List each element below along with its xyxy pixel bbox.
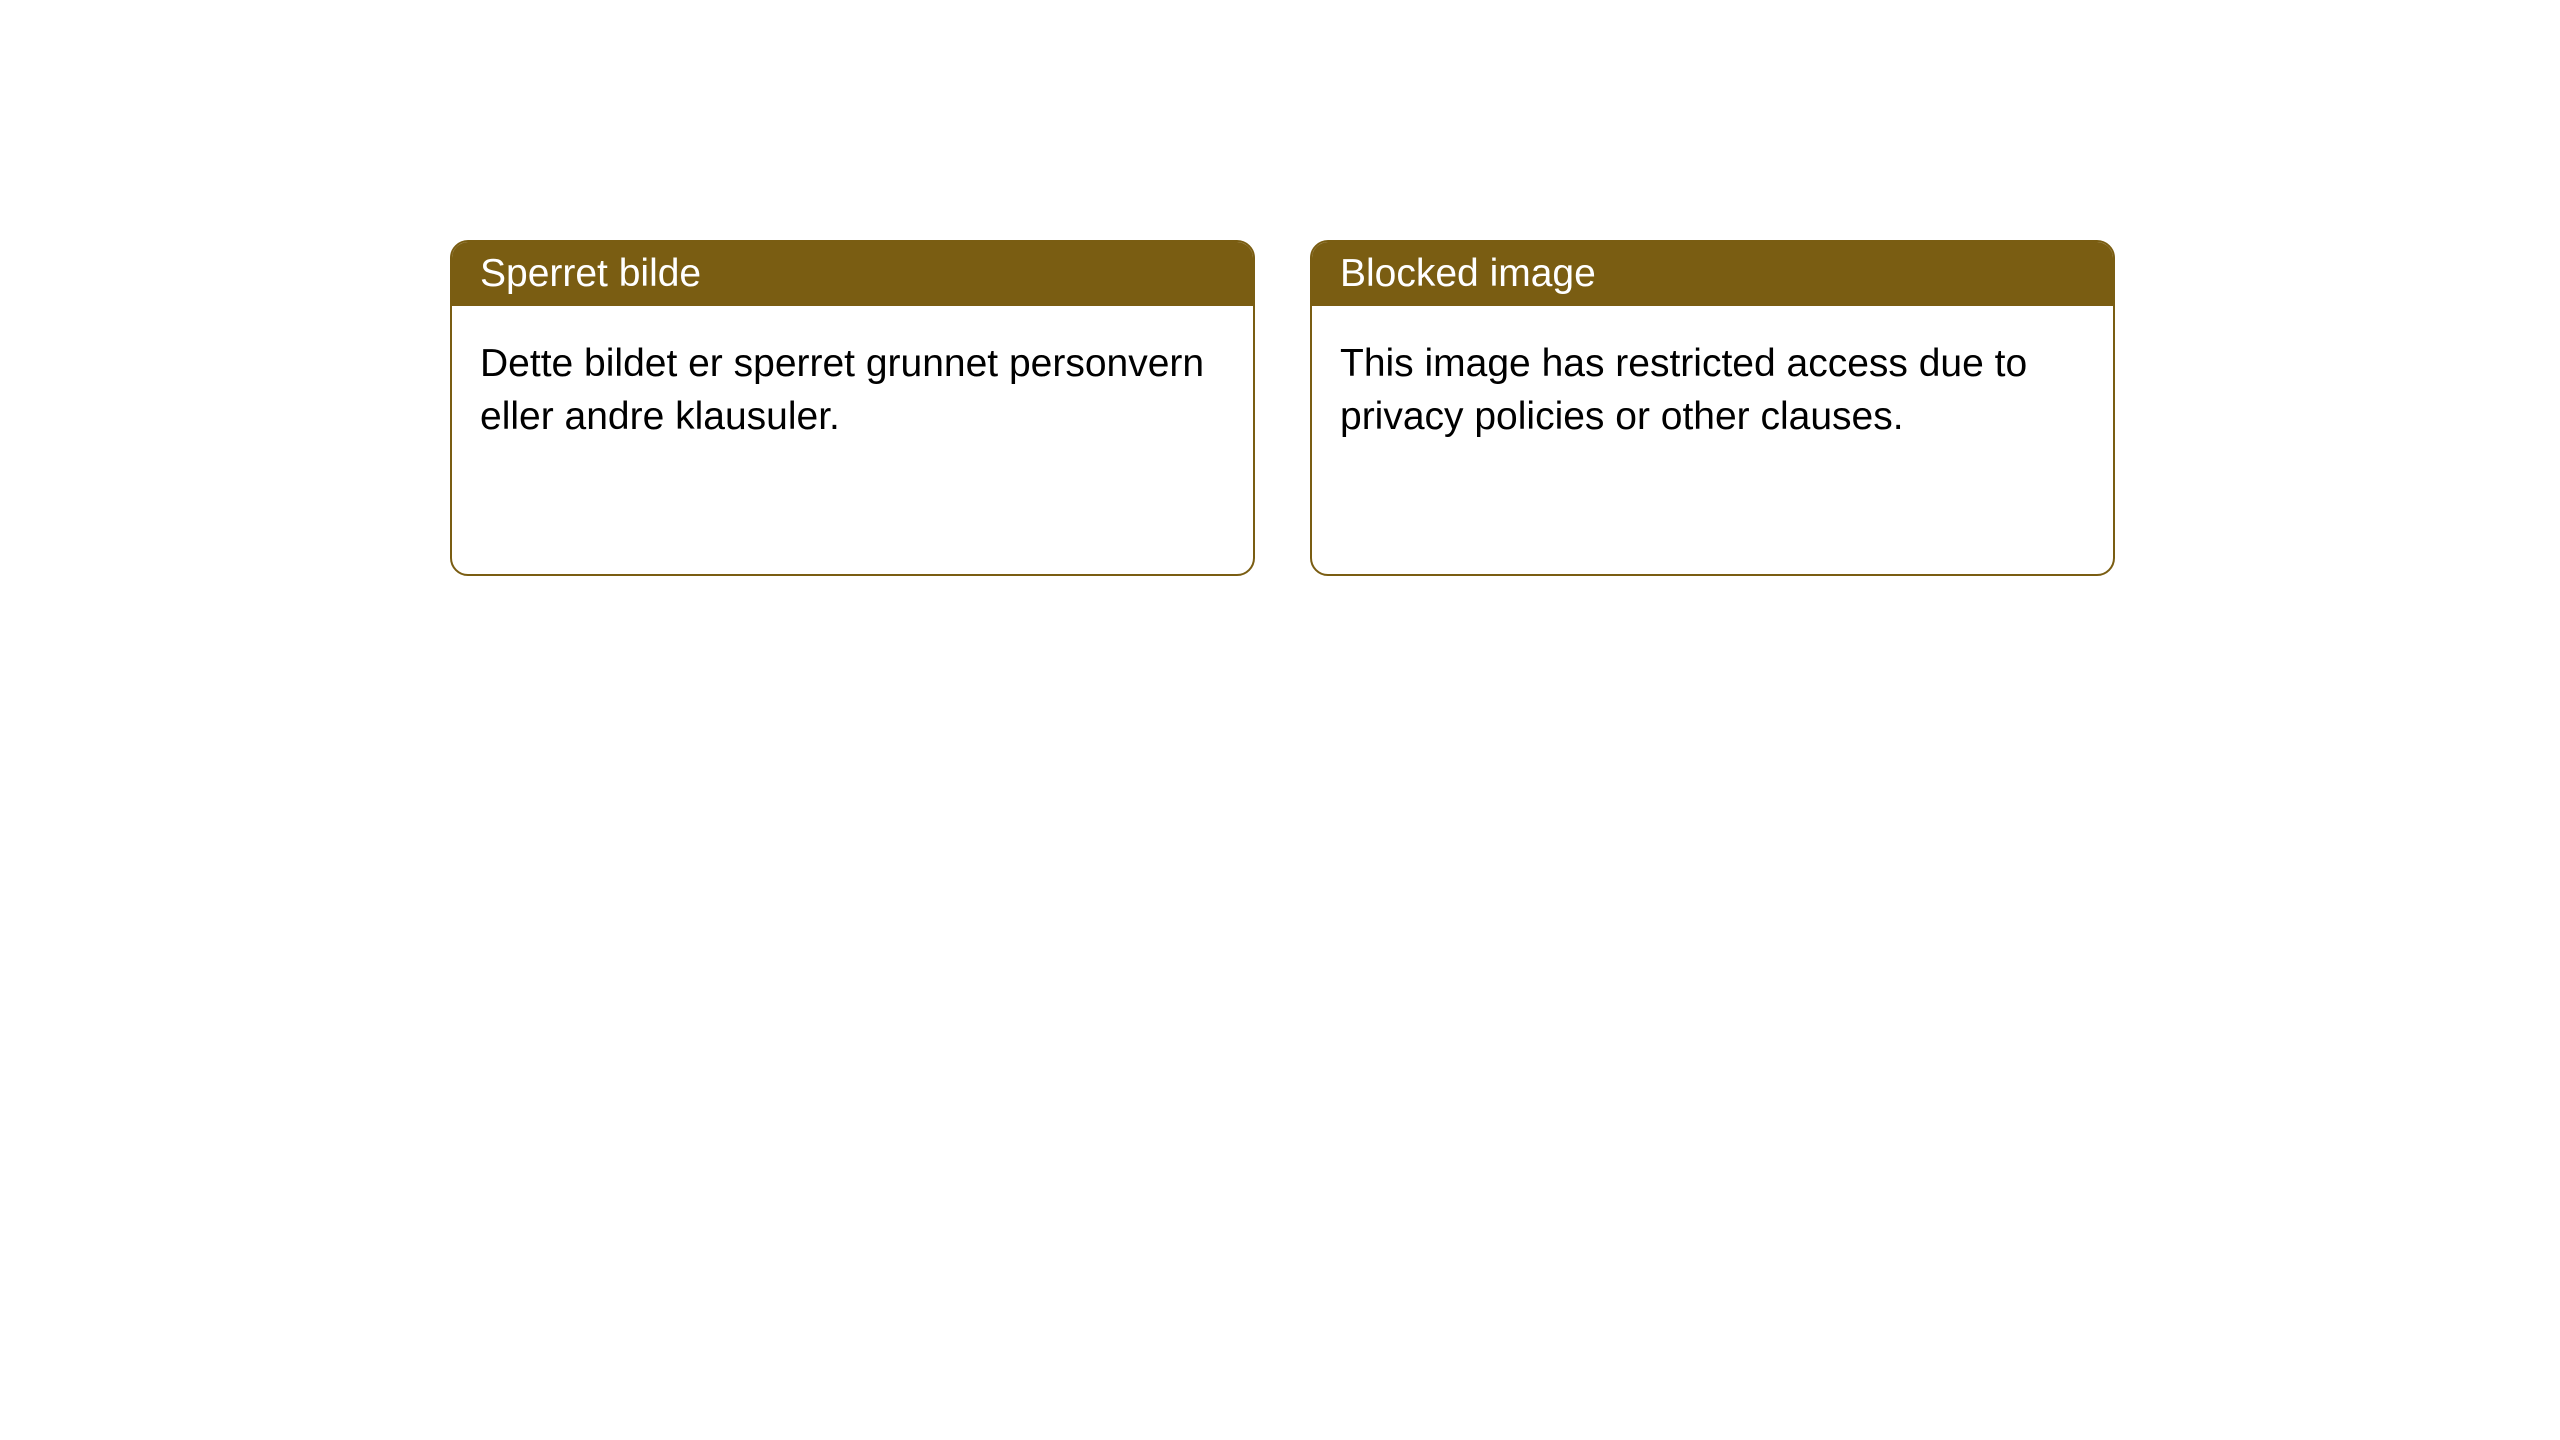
notice-header-en: Blocked image [1312, 242, 2113, 306]
notice-container: Sperret bilde Dette bildet er sperret gr… [0, 0, 2560, 576]
notice-card-no: Sperret bilde Dette bildet er sperret gr… [450, 240, 1255, 576]
notice-card-en: Blocked image This image has restricted … [1310, 240, 2115, 576]
notice-header-no: Sperret bilde [452, 242, 1253, 306]
notice-body-no: Dette bildet er sperret grunnet personve… [452, 306, 1253, 475]
notice-body-en: This image has restricted access due to … [1312, 306, 2113, 475]
